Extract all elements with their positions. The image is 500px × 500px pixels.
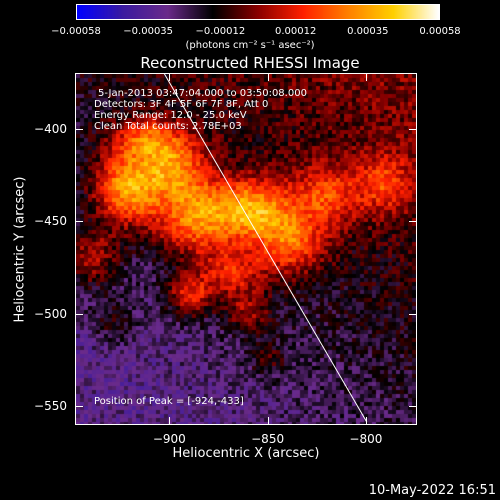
colorbar-tick-label: 0.00012: [274, 26, 317, 37]
x-tick-label: −800: [349, 432, 383, 446]
timestamp: 10-May-2022 16:51: [368, 483, 496, 498]
y-tick-label: −500: [34, 306, 67, 321]
y-tick-mark: [409, 313, 417, 315]
colorbar-tick-label: 0.00035: [347, 26, 389, 37]
plot-area: 5-Jan-2013 03:47:04.000 to 03:50:08.000 …: [75, 73, 417, 425]
x-tick-mark: [365, 417, 367, 425]
annotation-energy: Energy Range: 12.0 - 25.0 keV: [94, 110, 247, 121]
x-tick-label: −850: [251, 432, 285, 446]
x-tick-mark: [267, 417, 269, 425]
y-tick-mark: [409, 128, 417, 130]
y-tick-label: −400: [34, 121, 67, 136]
y-axis-label: Heliocentric Y (arcsec): [12, 176, 28, 323]
chart-title: Reconstructed RHESSI Image: [140, 54, 360, 72]
colorbar-tick-label: 0.00058: [419, 26, 461, 37]
x-tick-label: −900: [152, 432, 186, 446]
x-tick-mark: [365, 73, 367, 81]
colorbar-tick-label: −0.00058: [51, 26, 101, 37]
annotation-detectors: Detectors: 3F 4F 5F 6F 7F 8F, Att 0: [94, 99, 269, 110]
x-tick-mark: [267, 73, 269, 81]
colorbar-tick-label: −0.00035: [123, 26, 174, 37]
colorbar-units: (photons cm⁻² s⁻¹ asec⁻²): [185, 40, 315, 51]
annotation-time-range: 5-Jan-2013 03:47:04.000 to 03:50:08.000: [98, 88, 307, 99]
annotation-clean: Clean Total counts: 2.78E+03: [94, 121, 242, 132]
y-tick-mark: [75, 406, 83, 408]
x-axis-label: Heliocentric X (arcsec): [172, 446, 320, 461]
x-tick-mark: [169, 417, 171, 425]
y-tick-mark: [75, 313, 83, 315]
colorbar: [76, 4, 440, 20]
annotation-peak: Position of Peak = [-924,-433]: [94, 396, 244, 407]
y-tick-mark: [75, 128, 83, 130]
limb-line: [164, 74, 368, 423]
colorbar-tick-label: −0.00012: [195, 26, 246, 37]
heatmap-image: [76, 74, 416, 424]
y-tick-mark: [75, 221, 83, 223]
y-tick-label: −450: [34, 214, 67, 229]
y-tick-mark: [409, 221, 417, 223]
x-tick-mark: [169, 73, 171, 81]
solar-limb-line: [164, 74, 368, 423]
y-tick-mark: [409, 406, 417, 408]
y-tick-label: −550: [34, 399, 67, 414]
